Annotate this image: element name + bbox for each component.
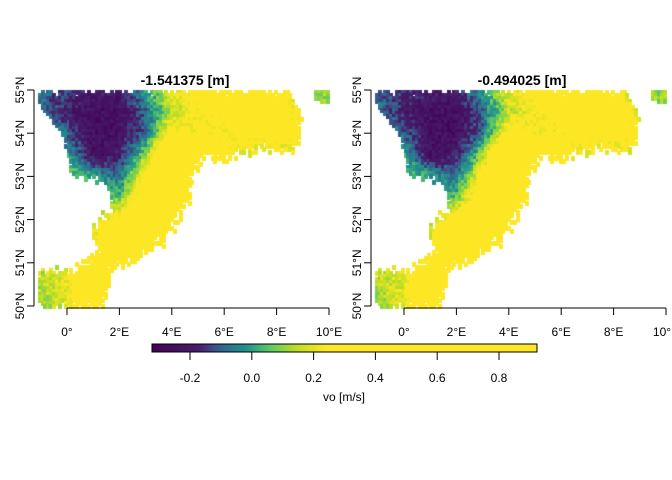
y-tick-label: 53°N [350,163,364,190]
colorbar-label: vo [m/s] [323,390,365,404]
x-tick-label: 6°E [214,325,233,339]
panel-title: -0.494025 [m] [478,72,567,88]
x-tick-label: 8°E [604,325,623,339]
colorbar-tick-label: 0.0 [243,371,260,385]
y-tick-label: 54°N [350,120,364,147]
x-tick-label: 4°E [499,325,518,339]
y-tick-label: 55°N [350,77,364,104]
y-tick-label: 50°N [13,293,27,320]
panel-title: -1.541375 [m] [141,72,230,88]
y-tick-label: 54°N [13,120,27,147]
y-tick-label: 50°N [350,293,364,320]
x-tick-label: 2°E [110,325,129,339]
y-tick-label: 52°N [13,206,27,233]
x-tick-label: 8°E [267,325,286,339]
x-tick-label: 6°E [551,325,570,339]
y-tick-label: 52°N [350,206,364,233]
colorbar-gradient [151,343,538,353]
y-tick-label: 51°N [350,249,364,276]
colorbar-tick-label: 0.4 [367,371,384,385]
map-panel-1: -1.541375 [m] 50°N 51°N 52°N 53°N 54°N 55°N 0° 2… [13,72,342,339]
colorbar-tick-label: -0.2 [180,371,201,385]
y-tick-label: 53°N [13,163,27,190]
colorbar-tick-label: 0.8 [491,371,508,385]
x-tick-label: 10°E [316,325,342,339]
colorbar: -0.2 0.0 0.2 0.4 0.6 0.8 vo [m/s] [151,343,538,404]
y-tick-label: 55°N [13,77,27,104]
x-tick-label: 0° [398,325,410,339]
colorbar-tick-label: 0.6 [429,371,446,385]
map-panel-2: -0.494025 [m] 50°N 51°N 52°N 53°N 54°N 55°N 0° 2… [350,72,672,339]
x-tick-label: 2°E [447,325,466,339]
x-tick-label: 10°E [653,325,672,339]
colorbar-tick-label: 0.2 [305,371,322,385]
x-tick-label: 4°E [162,325,181,339]
y-tick-label: 51°N [13,249,27,276]
x-tick-label: 0° [61,325,73,339]
